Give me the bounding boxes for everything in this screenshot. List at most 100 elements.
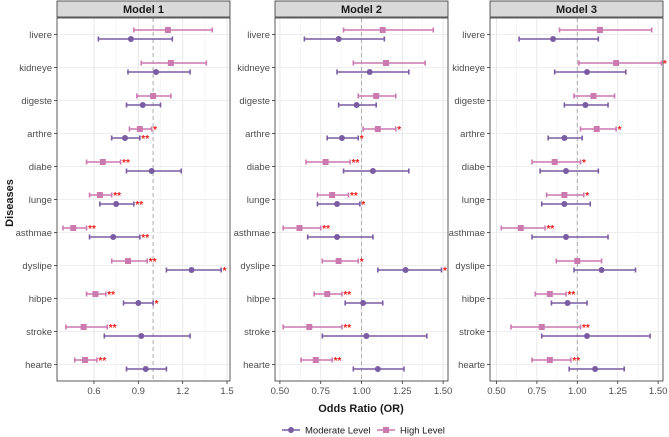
x-tick-label: 0.6 — [87, 386, 100, 397]
high-point-lunge: * — [545, 191, 589, 202]
legend-moderate-marker — [288, 427, 294, 433]
significance-label: * — [153, 125, 157, 136]
or-marker-square — [80, 324, 87, 330]
high-point-lunge: ** — [316, 191, 358, 202]
high-point-dyslipe: ** — [110, 257, 157, 268]
y-tick-label: livere — [247, 30, 270, 41]
moderate-point-livere — [97, 36, 174, 42]
moderate-point-digeste — [337, 102, 377, 108]
legend-high-marker — [383, 427, 389, 433]
or-marker-square — [70, 225, 77, 231]
panel-1: Model 1 livere kidneye digeste arthre diabe lu… — [16, 0, 234, 397]
or-marker-square — [92, 291, 99, 297]
moderate-point-stroke — [103, 333, 191, 339]
or-marker-circle — [592, 366, 599, 372]
high-point-hearte: ** — [531, 356, 580, 367]
legend-entry-moderate: Moderate Level — [282, 426, 370, 437]
significance-label: ** — [88, 224, 96, 235]
panels-layer: Model 1 livere kidneye digeste arthre diabe lu… — [16, 0, 668, 397]
moderate-point-stroke — [540, 333, 651, 339]
or-marker-circle — [402, 267, 409, 273]
high-point-kidneye — [140, 60, 208, 66]
high-point-stroke: ** — [282, 323, 351, 334]
or-marker-circle — [153, 69, 160, 75]
moderate-point-arthre: * — [326, 134, 364, 145]
y-tick-label: dyslipe — [22, 261, 52, 272]
panel-3: Model 3 livere kidneye digeste arthre diabe lu… — [449, 0, 668, 397]
x-tick-label: 1.50 — [649, 386, 668, 397]
significance-label: ** — [546, 224, 554, 235]
x-tick-label: 1.2 — [176, 386, 189, 397]
or-marker-square — [99, 159, 106, 165]
moderate-point-hibpe: * — [122, 299, 159, 310]
significance-label: ** — [107, 290, 115, 301]
moderate-point-asthmae — [531, 234, 609, 240]
moderate-point-dyslipe — [573, 267, 637, 273]
y-axis-title: Diseases — [4, 179, 16, 227]
moderate-point-arthre: ** — [110, 134, 149, 145]
or-marker-square — [322, 159, 329, 165]
high-point-hibpe: ** — [534, 290, 575, 301]
or-marker-square — [306, 324, 313, 330]
or-marker-circle — [334, 234, 341, 240]
high-point-asthmae: ** — [282, 224, 330, 235]
moderate-point-digeste — [125, 102, 162, 108]
significance-label: ** — [343, 290, 351, 301]
or-marker-circle — [353, 102, 360, 108]
significance-label: ** — [582, 323, 590, 334]
or-marker-square — [124, 258, 131, 264]
y-tick-label: hibpe — [29, 294, 52, 305]
legend-high-label: High Level — [400, 426, 445, 437]
y-tick-label: asthmae — [16, 228, 52, 239]
significance-label: * — [360, 257, 364, 268]
moderate-point-livere — [518, 36, 600, 42]
or-marker-square — [96, 192, 103, 198]
y-tick-label: hearte — [458, 360, 485, 371]
x-tick-label: 0.9 — [132, 386, 145, 397]
moderate-point-digeste — [563, 102, 609, 108]
or-marker-circle — [360, 300, 367, 306]
or-marker-circle — [113, 201, 120, 207]
significance-label: * — [397, 125, 401, 136]
significance-label: * — [443, 266, 447, 277]
or-marker-square — [82, 357, 89, 363]
or-marker-square — [517, 225, 524, 231]
moderate-point-diabe — [125, 168, 183, 174]
high-point-diabe: ** — [305, 158, 359, 169]
significance-label: * — [360, 134, 364, 145]
high-point-hibpe: ** — [85, 290, 115, 301]
high-point-dyslipe — [555, 258, 603, 264]
or-marker-square — [590, 93, 597, 99]
y-tick-label: arthre — [460, 129, 485, 140]
high-point-asthmae: ** — [62, 224, 96, 235]
panel-title: Model 3 — [556, 4, 597, 16]
high-point-kidneye — [352, 60, 426, 66]
or-marker-square — [382, 60, 389, 66]
or-marker-square — [296, 225, 303, 231]
panel-strip — [274, 0, 449, 18]
high-point-digeste — [357, 93, 397, 99]
high-point-stroke: ** — [65, 323, 117, 334]
y-tick-label: livere — [29, 30, 52, 41]
or-marker-circle — [122, 135, 129, 141]
moderate-point-stroke — [321, 333, 428, 339]
or-marker-circle — [110, 234, 117, 240]
or-marker-circle — [561, 135, 568, 141]
high-point-lunge: ** — [88, 191, 121, 202]
moderate-point-lunge: ** — [99, 200, 143, 211]
y-tick-label: stroke — [26, 327, 52, 338]
x-tick-label: 0.75 — [528, 386, 547, 397]
y-tick-label: kidneye — [19, 63, 52, 74]
significance-label: ** — [141, 233, 149, 244]
panel-title: Model 2 — [341, 4, 382, 16]
significance-label: ** — [109, 323, 117, 334]
y-tick-label: lunge — [29, 195, 52, 206]
or-marker-square — [613, 60, 620, 66]
significance-label: ** — [98, 356, 106, 367]
or-marker-square — [373, 93, 380, 99]
high-point-diabe: ** — [85, 158, 130, 169]
high-point-hibpe: ** — [313, 290, 351, 301]
or-marker-square — [150, 93, 157, 99]
or-marker-square — [374, 126, 381, 132]
y-tick-label: digeste — [239, 96, 270, 107]
